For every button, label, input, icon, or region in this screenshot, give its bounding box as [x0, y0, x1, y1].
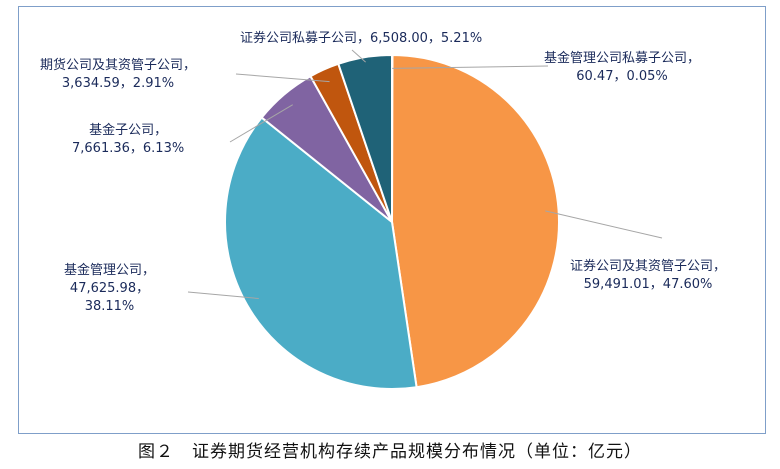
leader-line-securities-and-am-sub	[545, 210, 663, 239]
slice-label-value: 47,625.98，	[69, 281, 150, 296]
slice-label-name: 证券公司及其资管子公司，	[570, 259, 727, 274]
slice-label-value: 3,634.59，2.91%	[61, 76, 175, 91]
pie-slice-fund-mgmt	[224, 116, 418, 390]
slice-label-name: 基金管理公司，	[64, 263, 156, 278]
leader-line-fund-mgmt-private-sub	[392, 65, 549, 69]
leader-line-futures-and-am-sub	[235, 73, 330, 83]
leader-line-fund-mgmt	[187, 291, 259, 300]
leader-line-securities-private-sub	[351, 49, 366, 63]
pie-slice-securities-private-sub	[337, 53, 393, 223]
label-fund-mgmt: 基金管理公司， 47,625.98， 38.11%	[64, 262, 155, 316]
slice-label-percent: 38.11%	[84, 299, 135, 314]
leader-line-fund-sub	[229, 104, 293, 143]
label-fund-mgmt-private-sub: 基金管理公司私募子公司， 60.47，0.05%	[544, 50, 700, 86]
label-futures-and-am-sub: 期货公司及其资管子公司， 3,634.59，2.91%	[40, 57, 196, 93]
slice-label-name: 基金子公司，	[89, 123, 168, 138]
slice-label-name: 证券公司私募子公司，6,508.00，5.21%	[240, 31, 483, 46]
pie-slice-securities-and-am-sub	[390, 53, 560, 389]
slice-label-value: 60.47，0.05%	[576, 69, 668, 84]
label-fund-sub: 基金子公司， 7,661.36，6.13%	[72, 122, 184, 158]
slice-label-name: 基金管理公司私募子公司，	[544, 51, 701, 66]
figure-caption: 图２ 证券期货经营机构存续产品规模分布情况（单位：亿元）	[138, 442, 642, 462]
slice-label-value: 59,491.01，47.60%	[583, 277, 713, 292]
chart-frame	[18, 6, 766, 434]
label-securities-private-sub: 证券公司私募子公司，6,508.00，5.21%	[240, 30, 482, 48]
slice-label-name: 期货公司及其资管子公司，	[40, 58, 197, 73]
label-securities-and-am-sub: 证券公司及其资管子公司， 59,491.01，47.60%	[570, 258, 726, 294]
slice-label-value: 7,661.36，6.13%	[72, 141, 185, 156]
